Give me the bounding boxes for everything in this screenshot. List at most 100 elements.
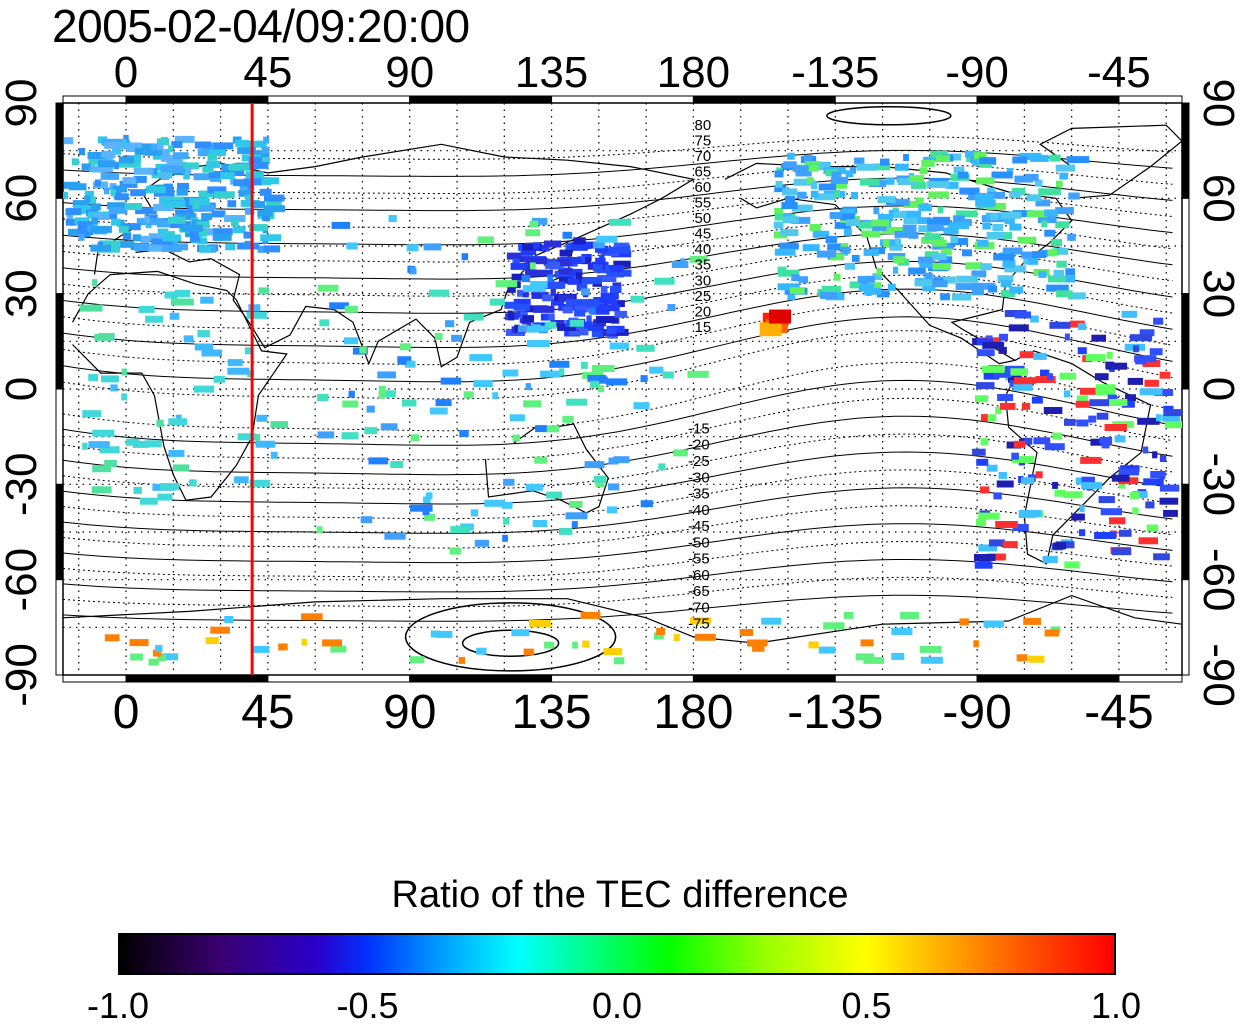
tec-patch	[1037, 216, 1057, 223]
tec-patch	[1142, 360, 1161, 367]
contour-label: -70	[688, 599, 710, 616]
tec-patch	[104, 634, 120, 642]
tec-patch	[586, 315, 592, 323]
tec-patch	[251, 645, 270, 653]
tec-patch	[566, 398, 588, 406]
tec-patch	[1104, 424, 1127, 431]
tec-patch	[130, 653, 143, 661]
tec-patch	[551, 298, 564, 306]
tec-patch	[112, 185, 128, 193]
tec-patch	[449, 547, 461, 555]
tec-patch	[119, 206, 128, 214]
tec-patch	[986, 464, 998, 472]
tec-patch	[1055, 221, 1070, 229]
tec-patch	[608, 457, 619, 465]
tec-patch	[1094, 532, 1117, 539]
tec-patch	[829, 212, 843, 219]
tec-patch	[833, 273, 841, 281]
tec-patch	[649, 366, 664, 374]
tec-patch	[368, 457, 389, 465]
tec-patch	[687, 370, 709, 378]
tec-patch	[1044, 443, 1065, 451]
tec-patch	[983, 372, 1000, 380]
tec-patch	[151, 143, 160, 151]
tec-patch	[533, 242, 540, 250]
tec-patch	[144, 214, 158, 222]
right-frame-bar	[1181, 102, 1190, 676]
tec-patch	[1070, 320, 1085, 328]
tec-patch	[1080, 456, 1102, 464]
colorbar-tick-label: 0.0	[591, 985, 643, 1026]
frame-segment	[55, 579, 64, 676]
contour-label: 65	[695, 164, 712, 181]
contour-label: -50	[688, 534, 710, 551]
contour-label: -40	[688, 502, 710, 519]
tec-patch	[1000, 211, 1022, 219]
tec-patch	[133, 486, 142, 494]
tec-patch	[226, 169, 245, 176]
tec-patch	[609, 342, 629, 350]
tec-patch	[1003, 232, 1013, 240]
tec-patch	[1018, 476, 1024, 483]
timestamp-title: 2005-02-04/09:20:00	[52, 0, 470, 52]
tec-patch	[510, 262, 527, 270]
tec-patch	[495, 280, 518, 288]
frame-segment	[409, 674, 553, 683]
tec-patch	[816, 250, 836, 258]
tec-patch	[344, 305, 358, 313]
tec-patch	[983, 620, 1004, 628]
tec-patch	[658, 463, 666, 471]
tec-patch	[956, 275, 979, 283]
tec-patch	[955, 283, 977, 291]
contour-label: 50	[695, 210, 712, 227]
tec-patch	[1139, 388, 1163, 396]
tec-patch	[255, 440, 276, 448]
tec-patch	[1052, 481, 1058, 489]
tec-patch	[84, 190, 94, 198]
tec-patch	[176, 188, 188, 196]
tec-patch	[821, 285, 841, 293]
tec-patch	[872, 163, 891, 171]
mag-contour	[63, 415, 1173, 476]
tec-patch	[1009, 223, 1022, 231]
tec-patch	[883, 240, 890, 247]
tec-patch	[1078, 323, 1087, 331]
tec-patch	[614, 310, 628, 318]
tec-patch	[918, 256, 935, 264]
tec-patch	[640, 500, 653, 508]
tec-patch	[577, 283, 587, 291]
tec-patch	[1054, 489, 1066, 497]
tec-patch	[91, 279, 98, 287]
tec-patch	[656, 628, 665, 635]
tec-patch	[423, 513, 435, 521]
contour-label: -60	[688, 567, 710, 584]
contour-label: 40	[695, 241, 712, 258]
tec-patch	[559, 527, 573, 535]
tec-patch	[359, 346, 367, 354]
tec-patch	[111, 147, 122, 155]
tec-patch	[1079, 505, 1085, 513]
tec-patch	[610, 265, 624, 273]
tec-patch	[1149, 348, 1163, 356]
tec-patch	[1047, 275, 1066, 283]
tec-patch	[1056, 180, 1063, 188]
tec-patch	[1134, 355, 1157, 363]
tec-patch	[565, 299, 589, 307]
tec-patch	[91, 217, 99, 225]
frame-segment	[55, 197, 64, 295]
tec-patch	[829, 253, 845, 261]
tec-patch	[521, 275, 531, 283]
tec-patch	[200, 296, 214, 304]
contour-label: -75	[688, 616, 710, 633]
tec-patch	[861, 230, 881, 238]
tec-patch	[529, 620, 551, 627]
tec-patch	[1044, 229, 1056, 237]
tec-patch	[423, 243, 442, 251]
tec-patch	[861, 279, 869, 287]
tec-patch	[611, 300, 618, 308]
tec-patch	[891, 198, 910, 206]
tec-patch	[976, 177, 995, 185]
left-lat-tick-label: 90	[0, 79, 46, 128]
tec-patch	[170, 298, 194, 306]
